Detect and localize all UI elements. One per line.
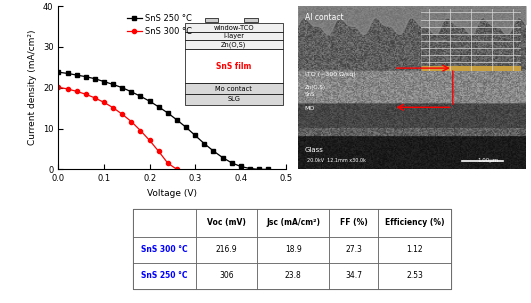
- Bar: [329, 209, 379, 237]
- SnS 250 °C: [183, 125, 189, 129]
- SnS 250 °C: [110, 83, 116, 86]
- SnS 250 °C: [55, 70, 62, 74]
- Text: 1.00μm: 1.00μm: [477, 158, 498, 163]
- Bar: [257, 209, 329, 237]
- Bar: [133, 209, 196, 237]
- SnS 300 °C: [92, 96, 98, 100]
- SnS 300 °C: [110, 106, 116, 109]
- Bar: [196, 209, 257, 237]
- Bar: [133, 263, 196, 289]
- Text: SnS 300 °C: SnS 300 °C: [141, 245, 188, 254]
- SnS 250 °C: [156, 105, 162, 109]
- Bar: [196, 263, 257, 289]
- Bar: [196, 237, 257, 263]
- SnS 250 °C: [247, 167, 253, 170]
- Bar: [257, 237, 329, 263]
- SnS 250 °C: [265, 168, 271, 171]
- SnS 250 °C: [119, 86, 125, 89]
- Text: 34.7: 34.7: [346, 271, 363, 281]
- SnS 250 °C: [101, 80, 107, 83]
- SnS 300 °C: [156, 150, 162, 153]
- SnS 250 °C: [201, 142, 208, 145]
- Text: 20.0kV  12.1mm x30.0k: 20.0kV 12.1mm x30.0k: [307, 158, 366, 163]
- SnS 300 °C: [147, 138, 153, 142]
- SnS 300 °C: [174, 168, 180, 171]
- SnS 250 °C: [138, 95, 144, 98]
- Text: MO: MO: [305, 106, 315, 112]
- SnS 250 °C: [192, 134, 199, 137]
- Bar: [329, 263, 379, 289]
- SnS 250 °C: [147, 99, 153, 103]
- Bar: [257, 263, 329, 289]
- Text: Zn(O,S): Zn(O,S): [305, 85, 326, 90]
- Text: Al contact: Al contact: [305, 13, 343, 22]
- Text: 2.53: 2.53: [406, 271, 423, 281]
- SnS 250 °C: [237, 165, 244, 168]
- Bar: [329, 237, 379, 263]
- SnS 250 °C: [92, 77, 98, 81]
- Text: 18.9: 18.9: [285, 245, 302, 254]
- SnS 250 °C: [128, 90, 134, 94]
- SnS 300 °C: [101, 101, 107, 104]
- Text: Jsc (mA/cm²): Jsc (mA/cm²): [266, 218, 320, 227]
- Text: 216.9: 216.9: [216, 245, 237, 254]
- Y-axis label: Current density (mA/cm²): Current density (mA/cm²): [28, 30, 37, 145]
- Line: SnS 300 °C: SnS 300 °C: [56, 85, 179, 171]
- SnS 300 °C: [83, 92, 89, 96]
- SnS 250 °C: [165, 111, 171, 115]
- Bar: [379, 263, 451, 289]
- X-axis label: Voltage (V): Voltage (V): [148, 189, 198, 198]
- SnS 300 °C: [73, 90, 80, 93]
- Bar: [133, 237, 196, 263]
- Bar: [379, 237, 451, 263]
- Text: 27.3: 27.3: [346, 245, 362, 254]
- Text: 306: 306: [219, 271, 234, 281]
- SnS 250 °C: [64, 72, 71, 75]
- SnS 300 °C: [55, 85, 62, 89]
- Text: FF (%): FF (%): [340, 218, 368, 227]
- Text: Glass: Glass: [305, 147, 323, 153]
- Text: ITO (~300 Ω/sq): ITO (~300 Ω/sq): [305, 72, 355, 77]
- Text: SnS 250 °C: SnS 250 °C: [141, 271, 188, 281]
- SnS 300 °C: [138, 129, 144, 132]
- Text: Efficiency (%): Efficiency (%): [385, 218, 444, 227]
- SnS 250 °C: [219, 156, 226, 159]
- Line: SnS 250 °C: SnS 250 °C: [56, 70, 270, 171]
- Bar: [133, 209, 451, 289]
- SnS 300 °C: [119, 112, 125, 116]
- Text: SnS: SnS: [305, 92, 315, 97]
- Legend: SnS 250 °C, SnS 300 °C: SnS 250 °C, SnS 300 °C: [124, 10, 195, 39]
- SnS 250 °C: [73, 73, 80, 77]
- Text: 1.12: 1.12: [406, 245, 423, 254]
- SnS 250 °C: [174, 118, 180, 122]
- SnS 300 °C: [64, 87, 71, 91]
- SnS 300 °C: [165, 161, 171, 165]
- SnS 250 °C: [210, 149, 217, 153]
- Text: Voc (mV): Voc (mV): [207, 218, 246, 227]
- SnS 250 °C: [256, 168, 262, 171]
- Text: 23.8: 23.8: [285, 271, 302, 281]
- SnS 300 °C: [128, 120, 134, 123]
- SnS 250 °C: [228, 161, 235, 165]
- Bar: [379, 209, 451, 237]
- SnS 250 °C: [83, 75, 89, 78]
